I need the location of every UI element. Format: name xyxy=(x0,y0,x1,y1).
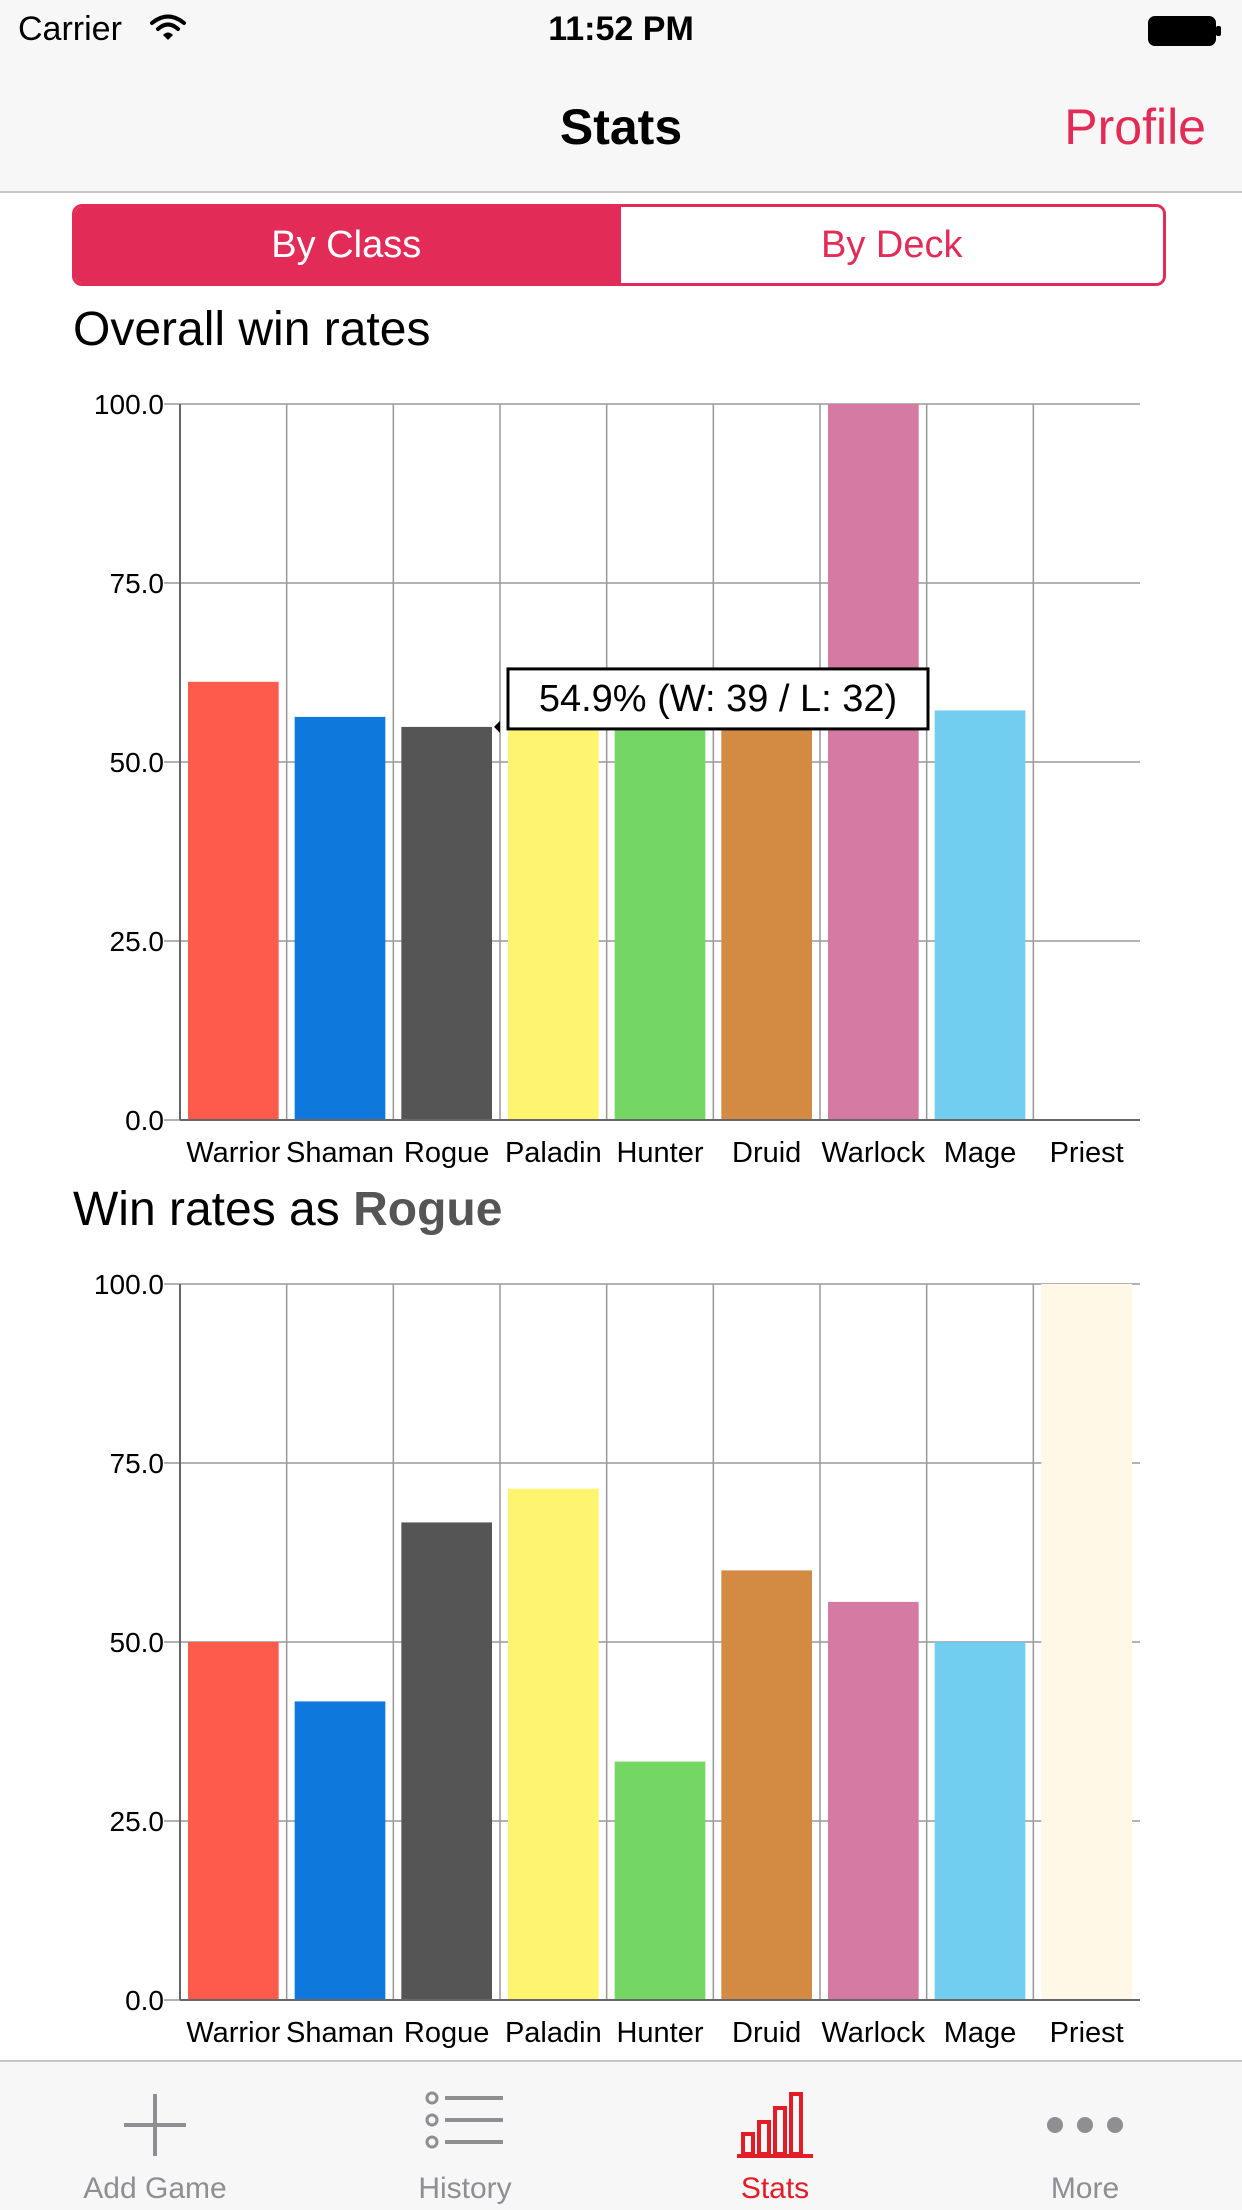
x-tick-label: Warrior xyxy=(186,1137,280,1169)
bar-warrior[interactable] xyxy=(188,681,279,1120)
x-tick-label: Paladin xyxy=(505,2017,602,2049)
tab-stats[interactable]: Stats xyxy=(620,2062,930,2210)
carrier-label: Carrier xyxy=(18,10,122,48)
bar-hunter[interactable] xyxy=(614,726,706,1120)
list-icon xyxy=(425,2091,503,2149)
x-tick-label: Rogue xyxy=(404,2017,489,2049)
tab-history[interactable]: History xyxy=(310,2062,620,2210)
bar-paladin[interactable] xyxy=(508,1488,599,2000)
bar-rogue[interactable] xyxy=(401,1522,492,2000)
x-tick-label: Mage xyxy=(944,1137,1017,1169)
plus-icon xyxy=(124,2094,186,2156)
x-tick-label: Druid xyxy=(732,1137,801,1169)
bar-druid[interactable] xyxy=(721,726,812,1120)
y-tick-label: 25.0 xyxy=(110,1806,165,1837)
tab-stats-label: Stats xyxy=(740,2172,810,2205)
x-tick-label: Paladin xyxy=(505,1137,602,1169)
x-tick-label: Hunter xyxy=(616,2017,703,2049)
y-tick-label: 0.0 xyxy=(125,1985,164,2016)
x-tick-label: Shaman xyxy=(286,1137,394,1169)
segment-by-deck[interactable]: By Deck xyxy=(617,207,1163,283)
x-tick-label: Rogue xyxy=(404,1137,489,1169)
y-tick-label: 75.0 xyxy=(110,1448,165,1479)
x-tick-label: Priest xyxy=(1050,2017,1124,2049)
bar-mage[interactable] xyxy=(934,710,1026,1120)
bar-priest[interactable] xyxy=(1041,1284,1132,2000)
y-tick-label: 0.0 xyxy=(125,1105,164,1136)
more-icon xyxy=(1047,2117,1123,2133)
bar-chart-icon xyxy=(737,2092,813,2158)
section-title-class: Win rates as Rogue xyxy=(73,1182,502,1237)
tab-more[interactable]: More xyxy=(930,2062,1240,2210)
bar-druid[interactable] xyxy=(721,1570,812,2000)
tab-add-game-label: Add Game xyxy=(83,2172,227,2205)
navigation-bar: Stats Profile xyxy=(0,60,1242,193)
tab-add-game[interactable]: Add Game xyxy=(0,2062,310,2210)
bar-shaman[interactable] xyxy=(294,1701,386,2000)
y-tick-label: 100.0 xyxy=(94,389,164,420)
battery-icon xyxy=(1148,16,1221,46)
bar-warrior[interactable] xyxy=(188,1642,279,2000)
x-tick-label: Priest xyxy=(1050,1137,1124,1169)
bar-warlock[interactable] xyxy=(828,404,919,1120)
segmented-control: By Class By Deck xyxy=(72,204,1166,286)
bar-warlock[interactable] xyxy=(828,1601,919,2000)
wifi-icon xyxy=(150,14,186,40)
section-title-overall: Overall win rates xyxy=(73,303,431,356)
y-tick-label: 100.0 xyxy=(94,1269,164,1300)
tooltip-pointer xyxy=(494,720,500,733)
tooltip-text: 54.9% (W: 39 / L: 32) xyxy=(539,678,897,720)
x-tick-label: Warlock xyxy=(822,1137,926,1169)
status-time: 11:52 PM xyxy=(548,10,694,48)
x-tick-label: Warlock xyxy=(822,2017,926,2049)
x-tick-label: Hunter xyxy=(616,1137,703,1169)
tooltip-box xyxy=(506,667,930,731)
y-tick-label: 50.0 xyxy=(110,1627,165,1658)
x-tick-label: Druid xyxy=(732,2017,801,2049)
segment-by-class[interactable]: By Class xyxy=(75,207,618,283)
overall-win-rates-chart: 0.0 25.0 50.0 75.0 100.0 Warrior Shaman Rogue Pa… xyxy=(0,380,1242,1180)
x-tick-label: Mage xyxy=(944,2017,1017,2049)
y-tick-label: 25.0 xyxy=(110,926,165,957)
bar-rogue[interactable] xyxy=(401,726,492,1120)
bar-hunter[interactable] xyxy=(614,1761,706,2000)
tab-more-label: More xyxy=(1050,2172,1120,2205)
section-title-prefix: Win rates as xyxy=(73,1183,354,1236)
x-tick-label: Warrior xyxy=(186,2017,280,2049)
x-tick-label: Shaman xyxy=(286,2017,394,2049)
y-tick-label: 50.0 xyxy=(110,747,165,778)
page-title: Stats xyxy=(559,99,683,155)
tab-history-label: History xyxy=(418,2172,512,2205)
overall-win-rates-svg: 0.0 25.0 50.0 75.0 100.0 Warrior Shaman Rogue Pa… xyxy=(94,389,1140,1169)
class-win-rates-chart: 0.0 25.0 50.0 75.0 100.0 Warrior Shaman Rogue Pa… xyxy=(0,1260,1242,2060)
status-bar: Carrier 11:52 PM xyxy=(0,0,1242,60)
y-tick-label: 75.0 xyxy=(110,568,165,599)
class-win-rates-svg: 0.0 25.0 50.0 75.0 100.0 Warrior Shaman Rogue Pa… xyxy=(94,1269,1140,2049)
tab-bar: Add Game History Stats xyxy=(0,2060,1242,2210)
bar-mage[interactable] xyxy=(934,1642,1026,2000)
section-title-class-name: Rogue xyxy=(353,1183,503,1236)
bar-shaman[interactable] xyxy=(294,716,386,1120)
profile-button[interactable]: Profile xyxy=(1064,99,1206,155)
bar-paladin[interactable] xyxy=(508,726,599,1120)
